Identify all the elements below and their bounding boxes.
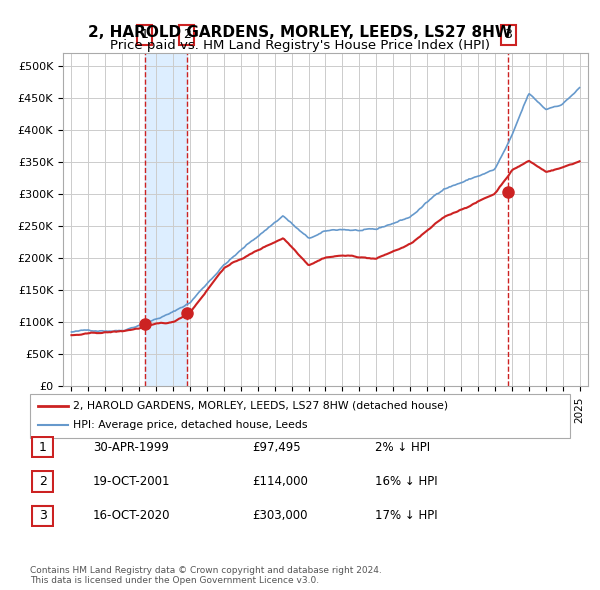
Bar — [145, 53, 187, 386]
FancyBboxPatch shape — [30, 394, 570, 438]
Text: HPI: Average price, detached house, Leeds: HPI: Average price, detached house, Leed… — [73, 421, 308, 430]
Text: Contains HM Land Registry data © Crown copyright and database right 2024.
This d: Contains HM Land Registry data © Crown c… — [30, 566, 382, 585]
Text: £114,000: £114,000 — [252, 475, 308, 488]
Text: 2% ↓ HPI: 2% ↓ HPI — [375, 441, 430, 454]
FancyBboxPatch shape — [32, 471, 53, 491]
Text: 2: 2 — [182, 28, 191, 41]
Text: 2, HAROLD GARDENS, MORLEY, LEEDS, LS27 8HW (detached house): 2, HAROLD GARDENS, MORLEY, LEEDS, LS27 8… — [73, 401, 448, 411]
Text: 2, HAROLD GARDENS, MORLEY, LEEDS, LS27 8HW: 2, HAROLD GARDENS, MORLEY, LEEDS, LS27 8… — [88, 25, 512, 40]
Text: 17% ↓ HPI: 17% ↓ HPI — [375, 509, 437, 522]
Text: 2: 2 — [38, 475, 47, 488]
FancyBboxPatch shape — [32, 437, 53, 457]
FancyBboxPatch shape — [32, 506, 53, 526]
Text: 3: 3 — [504, 28, 512, 41]
Text: £303,000: £303,000 — [252, 509, 308, 522]
Text: 16% ↓ HPI: 16% ↓ HPI — [375, 475, 437, 488]
Text: 1: 1 — [141, 28, 149, 41]
Text: £97,495: £97,495 — [252, 441, 301, 454]
Text: 3: 3 — [38, 509, 47, 522]
Text: Price paid vs. HM Land Registry's House Price Index (HPI): Price paid vs. HM Land Registry's House … — [110, 39, 490, 52]
Text: 1: 1 — [38, 441, 47, 454]
Text: 16-OCT-2020: 16-OCT-2020 — [93, 509, 170, 522]
Text: 30-APR-1999: 30-APR-1999 — [93, 441, 169, 454]
Text: 19-OCT-2001: 19-OCT-2001 — [93, 475, 170, 488]
